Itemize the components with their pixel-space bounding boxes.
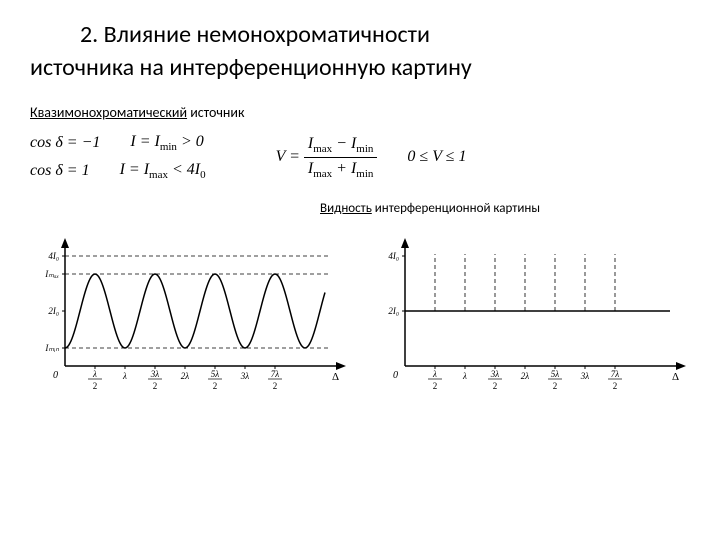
formula-imax: I = Imax < 4I0 xyxy=(120,161,206,181)
f2b-sub2: 0 xyxy=(200,169,206,181)
chart-right-svg: 0Δ4I₀2I₀λ2λ3λ22λ5λ23λ7λ2 xyxy=(370,236,690,396)
f2b-right: < 4I xyxy=(168,161,200,178)
v-denominator: Imax + Imin xyxy=(304,160,378,180)
vn3: − I xyxy=(332,135,356,152)
svg-text:2: 2 xyxy=(493,381,498,391)
svg-text:4I₀: 4I₀ xyxy=(48,251,59,261)
svg-text:Iₘᵢₙ: Iₘᵢₙ xyxy=(44,343,59,353)
svg-text:λ: λ xyxy=(92,369,97,379)
fraction-bar xyxy=(304,157,378,158)
formula-imin: I = Imin > 0 xyxy=(130,133,203,153)
charts-row: 0Δ4I₀Iₘₐₓ2I₀Iₘᵢₙλ2λ3λ22λ5λ23λ7λ2 0Δ4I₀2I… xyxy=(30,236,690,396)
svg-text:2λ: 2λ xyxy=(521,371,530,381)
subtitle-underlined: Квазимонохроматический xyxy=(30,104,187,121)
svg-text:2: 2 xyxy=(213,381,218,391)
visibility-fraction: Imax − Imin Imax + Imin xyxy=(304,135,378,180)
vidnost-label: Видность интерференционной картины xyxy=(320,201,690,216)
formula-cos-1: cos δ = 1 xyxy=(30,162,90,180)
chart-left: 0Δ4I₀Iₘₐₓ2I₀Iₘᵢₙλ2λ3λ22λ5λ23λ7λ2 xyxy=(30,236,350,396)
svg-text:Δ: Δ xyxy=(672,371,679,383)
f2b-sub: max xyxy=(149,169,168,181)
v-numerator: Imax − Imin xyxy=(304,135,378,155)
vidnost-underlined: Видность xyxy=(320,201,372,216)
formula-row-2: cos δ = 1 I = Imax < 4I0 xyxy=(30,161,206,181)
vn4: min xyxy=(356,143,373,155)
svg-text:3λ: 3λ xyxy=(240,371,250,381)
vd2: max xyxy=(313,168,332,180)
title-line2: источника на интерференционную картину xyxy=(30,53,690,82)
left-formulas: cos δ = −1 I = Imin > 0 cos δ = 1 I = Im… xyxy=(30,133,206,181)
chart-right: 0Δ4I₀2I₀λ2λ3λ22λ5λ23λ7λ2 xyxy=(370,236,690,396)
subtitle: Квазимонохроматический источник xyxy=(30,104,690,121)
svg-text:2I₀: 2I₀ xyxy=(48,306,59,316)
svg-text:2: 2 xyxy=(433,381,438,391)
v-range: 0 ≤ V ≤ 1 xyxy=(407,148,466,166)
svg-text:7λ: 7λ xyxy=(271,369,280,379)
f1b-sub: min xyxy=(160,141,177,153)
svg-text:3λ: 3λ xyxy=(580,371,590,381)
right-formulas: V = Imax − Imin Imax + Imin 0 ≤ V ≤ 1 xyxy=(276,133,467,181)
svg-text:0: 0 xyxy=(393,370,398,381)
svg-text:5λ: 5λ xyxy=(551,369,560,379)
vd3: + I xyxy=(332,160,356,177)
svg-text:7λ: 7λ xyxy=(611,369,620,379)
vd4: min xyxy=(356,168,373,180)
svg-text:2λ: 2λ xyxy=(181,371,190,381)
title-line1: 2. Влияние немонохроматичности xyxy=(80,20,690,49)
visibility-formula: V = Imax − Imin Imax + Imin xyxy=(276,135,378,180)
svg-text:2: 2 xyxy=(93,381,98,391)
svg-text:Δ: Δ xyxy=(332,371,339,383)
v-eq: V = xyxy=(276,148,300,166)
f1b-left: I = I xyxy=(130,133,159,150)
svg-text:2: 2 xyxy=(613,381,618,391)
svg-text:2: 2 xyxy=(153,381,158,391)
subtitle-rest: источник xyxy=(187,104,244,121)
svg-text:2: 2 xyxy=(273,381,278,391)
formula-block: cos δ = −1 I = Imin > 0 cos δ = 1 I = Im… xyxy=(30,133,690,181)
svg-text:2: 2 xyxy=(553,381,558,391)
svg-text:λ: λ xyxy=(432,369,437,379)
f1b-right: > 0 xyxy=(177,133,204,150)
svg-text:0: 0 xyxy=(53,370,58,381)
svg-text:3λ: 3λ xyxy=(150,369,160,379)
f2b-left: I = I xyxy=(120,161,149,178)
svg-text:λ: λ xyxy=(122,371,127,381)
svg-text:λ: λ xyxy=(462,371,467,381)
svg-text:5λ: 5λ xyxy=(211,369,220,379)
formula-row-1: cos δ = −1 I = Imin > 0 xyxy=(30,133,206,153)
vidnost-rest: интерференционной картины xyxy=(372,201,540,216)
vn2: max xyxy=(313,143,332,155)
svg-text:2I₀: 2I₀ xyxy=(388,306,399,316)
svg-text:Iₘₐₓ: Iₘₐₓ xyxy=(44,269,59,279)
formula-cos-neg1: cos δ = −1 xyxy=(30,134,100,152)
svg-text:4I₀: 4I₀ xyxy=(388,251,399,261)
svg-text:3λ: 3λ xyxy=(490,369,500,379)
chart-left-svg: 0Δ4I₀Iₘₐₓ2I₀Iₘᵢₙλ2λ3λ22λ5λ23λ7λ2 xyxy=(30,236,350,396)
